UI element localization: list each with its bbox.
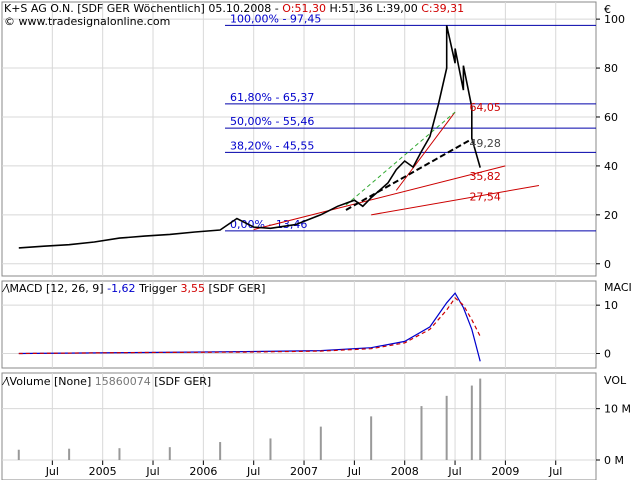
volume-bar bbox=[269, 438, 272, 460]
volume-bar bbox=[445, 395, 448, 460]
volume-icon: ⁄\ bbox=[4, 375, 10, 388]
volume-legend: ⁄\Volume [None] 15860074 [SDF GER] bbox=[4, 375, 211, 388]
price-label: 27,54 bbox=[469, 190, 501, 203]
x-tick-label: Jul bbox=[246, 465, 260, 478]
fibonacci-level-label: 61,80% - 65,37 bbox=[230, 91, 314, 104]
x-tick-label: 2006 bbox=[189, 465, 217, 478]
volume-panel-frame bbox=[1, 372, 597, 461]
volume-bar bbox=[420, 406, 423, 460]
close-value: C:39,31 bbox=[421, 2, 465, 15]
chart-title: K+S AG O.N. [SDF GER Wöchentlich] 05.10.… bbox=[4, 2, 279, 15]
fibonacci-level-label: 100,00% - 97,45 bbox=[230, 12, 321, 25]
price-label: 64,05 bbox=[469, 101, 501, 114]
low-value: L:39,00 bbox=[376, 2, 418, 15]
trendline bbox=[395, 111, 456, 191]
y-tick-label: 0 bbox=[604, 258, 611, 271]
y-tick-label: 80 bbox=[604, 62, 618, 75]
macd-exchange: [SDF GER] bbox=[208, 282, 266, 295]
macd-axis-label: MACI bbox=[604, 281, 632, 294]
volume-bar bbox=[479, 378, 482, 460]
volume-value: 15860074 bbox=[94, 375, 151, 388]
y-tick-label: 10 M bbox=[604, 403, 631, 416]
volume-bar bbox=[219, 442, 222, 460]
x-tick-label: 2008 bbox=[391, 465, 419, 478]
macd-label: MACD [12, 26, 9] bbox=[9, 282, 104, 295]
volume-bar bbox=[68, 448, 71, 460]
y-tick-label: 10 bbox=[604, 299, 618, 312]
volume-bar bbox=[17, 449, 20, 460]
y-tick-label: 60 bbox=[604, 111, 618, 124]
x-tick-label: Jul bbox=[347, 465, 361, 478]
chart-header: K+S AG O.N. [SDF GER Wöchentlich] 05.10.… bbox=[4, 2, 464, 15]
channel-line bbox=[345, 138, 473, 211]
macd-series-line bbox=[18, 292, 481, 362]
volume-bar bbox=[370, 416, 373, 460]
price-label: 35,82 bbox=[469, 170, 501, 183]
volume-axis-label: VOL bbox=[604, 374, 627, 387]
y-tick-label: 0 M bbox=[604, 454, 624, 467]
macd-value: -1,62 bbox=[107, 282, 136, 295]
channel-line bbox=[345, 111, 456, 206]
macd-legend: ⁄\MACD [12, 26, 9] -1,62 Trigger 3,55 [S… bbox=[4, 282, 265, 295]
volume-bar bbox=[319, 426, 322, 460]
open-value: O:51,30 bbox=[282, 2, 326, 15]
x-tick-label: Jul bbox=[145, 465, 159, 478]
y-tick-label: 40 bbox=[604, 160, 618, 173]
x-tick-label: Jul bbox=[447, 465, 461, 478]
x-tick-label: Jul bbox=[45, 465, 59, 478]
price-panel-frame bbox=[1, 1, 597, 277]
macd-icon: ⁄\ bbox=[4, 282, 10, 295]
trendline bbox=[253, 165, 506, 231]
price-label: 49,28 bbox=[469, 137, 501, 150]
trigger-series-line bbox=[18, 297, 481, 355]
x-tick-label: Jul bbox=[548, 465, 562, 478]
y-tick-label: 0 bbox=[604, 348, 611, 361]
fibonacci-level-label: 38,20% - 45,55 bbox=[230, 139, 314, 152]
volume-bar bbox=[470, 385, 473, 460]
trigger-value: 3,55 bbox=[180, 282, 206, 295]
volume-exchange: [SDF GER] bbox=[154, 375, 212, 388]
x-tick-label: 2009 bbox=[491, 465, 519, 478]
trendline bbox=[371, 184, 540, 216]
high-value: H:51,36 bbox=[329, 2, 373, 15]
currency-label: € bbox=[604, 3, 611, 16]
volume-label: Volume [None] bbox=[9, 375, 92, 388]
price-series-line bbox=[18, 25, 481, 249]
copyright-text: © www.tradesignalonline.com bbox=[4, 15, 171, 28]
y-tick-label: 20 bbox=[604, 209, 618, 222]
fibonacci-level-label: 50,00% - 55,46 bbox=[230, 115, 314, 128]
x-tick-label: 2005 bbox=[89, 465, 117, 478]
x-tick-label: 2007 bbox=[290, 465, 318, 478]
volume-bar bbox=[118, 448, 121, 460]
volume-bar bbox=[168, 447, 171, 460]
trigger-label: Trigger bbox=[139, 282, 177, 295]
y-tick-label: 100 bbox=[604, 13, 625, 26]
